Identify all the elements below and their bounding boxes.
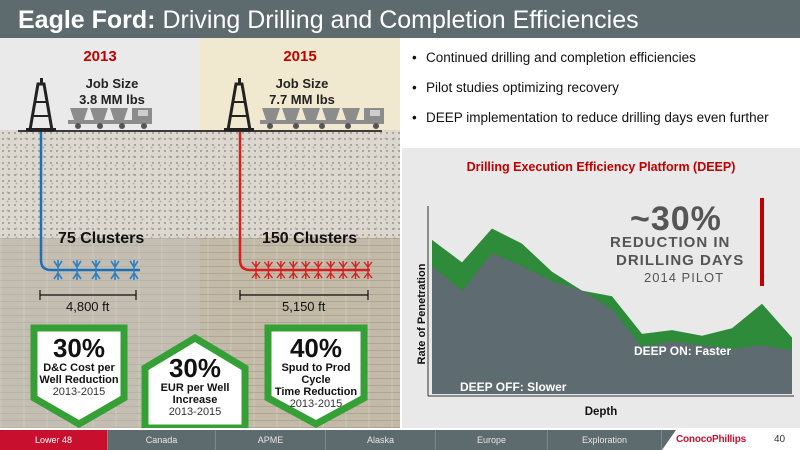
- fracture-cluster: [313, 261, 323, 279]
- distance-2013: 4,800 ft: [66, 299, 110, 314]
- series-area-deep-off: [432, 253, 792, 394]
- clusters-2013: 75 Clusters: [58, 230, 145, 247]
- fracture-cluster: [326, 261, 336, 279]
- distance-bracket-2015: [239, 290, 369, 300]
- derrick-icon: [26, 78, 56, 132]
- logo-wedge-icon: [662, 430, 676, 450]
- truck-icon: [68, 108, 152, 129]
- ground-layer: [0, 130, 400, 238]
- stat-dc-cost: 30% D&C Cost per Well Reduction 2013-201…: [34, 334, 124, 398]
- company-logo: ConocoPhillips: [676, 434, 746, 445]
- bullet-item: Pilot studies optimizing recovery: [412, 80, 797, 95]
- stat-arrow-up: [141, 333, 249, 428]
- derrick-icon: [224, 78, 254, 132]
- series-label-deep-on: DEEP ON: Faster: [634, 344, 732, 358]
- surface-equipment-illustration: [26, 78, 384, 132]
- stat-value: 40%: [289, 333, 343, 363]
- chart-title: Drilling Execution Efficiency Platform (…: [466, 160, 736, 174]
- fracture-cluster: [53, 260, 63, 280]
- comparison-panel: 2013 2015: [0, 38, 400, 428]
- callout-line1: REDUCTION IN: [610, 234, 731, 251]
- stat-value: 30%: [52, 333, 106, 363]
- wellbore-illustration: [39, 132, 373, 300]
- job-size-2013: Job Size 3.8 MM lbs: [72, 76, 152, 108]
- fracture-cluster: [338, 261, 348, 279]
- year-2013: 2013: [83, 48, 117, 65]
- clusters-2015: 150 Clusters: [262, 230, 358, 247]
- stat-years: 2013-2015: [52, 386, 106, 398]
- fracture-cluster: [91, 260, 101, 280]
- job-size-value: 7.7 MM lbs: [269, 92, 335, 107]
- nav-tab-apme[interactable]: APME: [216, 430, 326, 450]
- stat-cycle-time: 40% Spud to Prod Cycle Time Reduction 20…: [268, 334, 364, 410]
- nav-tab-canada[interactable]: Canada: [108, 430, 216, 450]
- callout-accent-bar: [760, 198, 764, 286]
- bullet-list: Continued drilling and completion effici…: [412, 50, 797, 140]
- deep-chart: Drilling Execution Efficiency Platform (…: [402, 148, 800, 428]
- x-axis-label: Depth: [584, 406, 618, 418]
- stat-years: 2013-2015: [168, 406, 222, 418]
- job-size-value: 3.8 MM lbs: [79, 92, 145, 107]
- stat-eur: 30% EUR per Well Increase 2013-2015: [145, 354, 245, 418]
- stat-arrow-down: [30, 324, 128, 428]
- nav-tab-lower-48[interactable]: Lower 48: [0, 430, 108, 450]
- stat-shapes: [30, 324, 368, 428]
- fracture-clusters-2013: [53, 260, 139, 280]
- series-label-deep-off: DEEP OFF: Slower: [460, 380, 567, 394]
- stat-line1: EUR per Well: [160, 382, 230, 394]
- stat-line2: Well Reduction: [39, 374, 119, 386]
- slide-title-bold: Eagle Ford:: [18, 6, 156, 34]
- callout-value: ~30%: [630, 200, 722, 238]
- fracture-cluster: [276, 261, 286, 279]
- fracture-cluster: [263, 261, 273, 279]
- wellbore-2015: [238, 132, 370, 272]
- stat-years: 2013-2015: [289, 398, 343, 410]
- stat-value: 30%: [168, 353, 222, 383]
- truck-icon: [260, 108, 384, 129]
- stat-line2: Time Reduction: [274, 386, 358, 398]
- page-number: 40: [774, 434, 786, 445]
- stat-line1: Spud to Prod Cycle: [281, 362, 351, 386]
- stat-line1: D&C Cost per: [43, 362, 115, 374]
- fracture-cluster: [110, 260, 120, 280]
- stat-arrow-down: [264, 324, 368, 428]
- fracture-clusters-2015: [251, 261, 373, 279]
- stat-line2: Increase: [172, 394, 218, 406]
- y-axis-label: Rate of Penetration: [416, 263, 428, 365]
- fracture-cluster: [301, 261, 311, 279]
- slide-title: Eagle Ford: Driving Drilling and Complet…: [18, 6, 639, 35]
- nav-tab-europe[interactable]: Europe: [436, 430, 548, 450]
- nav-tab-alaska[interactable]: Alaska: [326, 430, 436, 450]
- slide-title-rest: Driving Drilling and Completion Efficien…: [155, 6, 639, 34]
- year-2015: 2015: [283, 48, 317, 65]
- job-size-label: Job Size: [275, 76, 329, 91]
- callout-line3: 2014 PILOT: [644, 270, 725, 285]
- distance-2015: 5,150 ft: [282, 299, 326, 314]
- job-size-2015: Job Size 7.7 MM lbs: [262, 76, 342, 108]
- distance-bracket-2013: [39, 290, 137, 300]
- callout-line2: DRILLING DAYS: [616, 252, 745, 269]
- footer-logo-area: ConocoPhillips 40: [662, 430, 800, 450]
- fracture-cluster: [363, 261, 373, 279]
- fracture-cluster: [251, 261, 261, 279]
- fracture-cluster: [288, 261, 298, 279]
- wellbore-2013: [39, 132, 140, 272]
- bullet-item: Continued drilling and completion effici…: [412, 50, 797, 65]
- job-size-label: Job Size: [85, 76, 139, 91]
- title-bar: Eagle Ford: Driving Drilling and Complet…: [0, 0, 800, 38]
- fracture-cluster: [72, 260, 82, 280]
- chart-plot: [427, 206, 794, 397]
- nav-tab-exploration[interactable]: Exploration: [548, 430, 662, 450]
- surface-line: [18, 130, 382, 132]
- bullet-item: DEEP implementation to reduce drilling d…: [412, 110, 797, 125]
- fracture-cluster: [129, 260, 139, 280]
- footer-nav: Lower 48 Canada APME Alaska Europe Explo…: [0, 430, 800, 450]
- fracture-cluster: [351, 261, 361, 279]
